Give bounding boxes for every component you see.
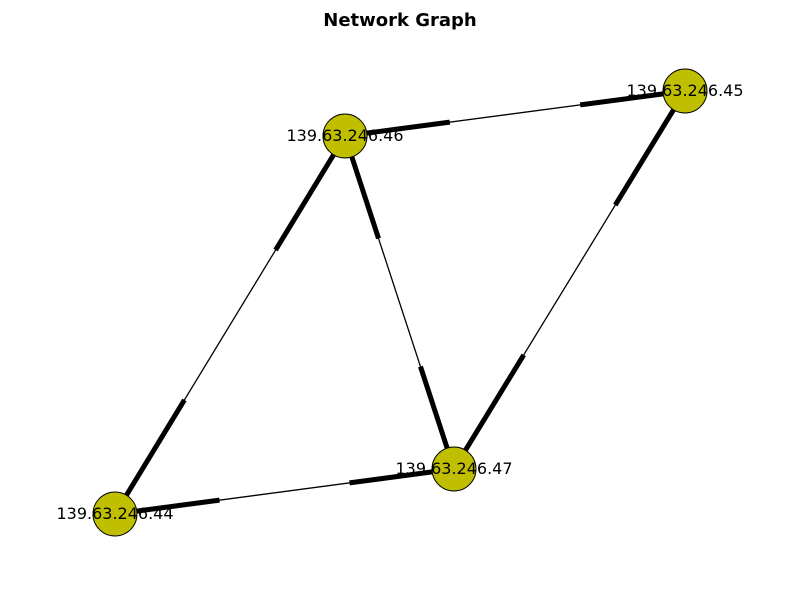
node-n45[interactable]: 139.63.246.45: [626, 68, 744, 114]
edge-arrow-segment: [366, 119, 451, 136]
edge-arrow-segment: [349, 469, 433, 486]
edge-arrow-segment: [124, 398, 187, 497]
edge-arrow-segment: [273, 153, 336, 252]
edge-arrow-segment: [579, 91, 664, 108]
node-label: 139.63.246.44: [56, 504, 173, 523]
edge-n44-n46: [124, 153, 336, 497]
node-n46[interactable]: 139.63.246.46: [286, 113, 404, 159]
node-n44[interactable]: 139.63.246.44: [56, 491, 174, 537]
node-circle[interactable]: [662, 68, 708, 114]
edges-layer: [124, 91, 676, 514]
edge-arrow-segment: [613, 108, 676, 207]
edge-n46-n45: [366, 91, 664, 136]
edge-arrow-segment: [463, 353, 526, 452]
nodes-layer: 139.63.246.44 139.63.246.45 139.63.246.46 1…: [56, 68, 744, 537]
node-label: 139.63.246.46: [286, 126, 403, 145]
node-circle[interactable]: [322, 113, 368, 159]
node-circle[interactable]: [92, 491, 138, 537]
edge-n44-n47: [136, 469, 433, 514]
node-label: 139.63.246.47: [395, 459, 512, 478]
edge-arrow-segment: [349, 156, 381, 240]
node-label: 139.63.246.45: [626, 81, 743, 100]
node-n47[interactable]: 139.63.246.47: [395, 446, 513, 492]
edge-arrow-segment: [136, 497, 220, 514]
node-circle[interactable]: [431, 446, 477, 492]
edge-n47-n45: [463, 108, 676, 452]
edge-n46-n47: [349, 156, 450, 449]
graph-title: Network Graph: [323, 10, 476, 31]
edge-arrow-segment: [418, 365, 450, 449]
